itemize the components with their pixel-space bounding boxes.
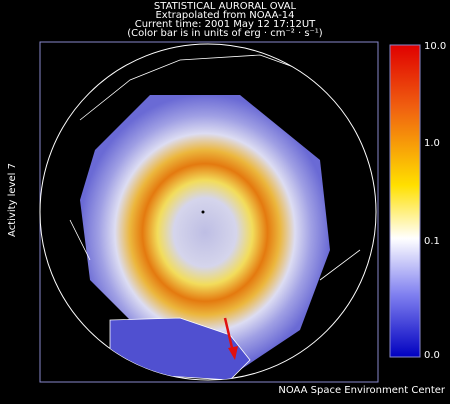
pole [201,210,205,214]
map-content [69,54,361,380]
units: (Color bar is in units of erg · cm⁻² · s… [127,28,323,39]
color-bar [389,44,421,358]
colorbar-label: 1.0 [424,138,440,149]
colorbar-label: 0.1 [424,236,440,247]
title: STATISTICAL AURORAL OVAL [154,1,297,12]
colorbar-label: 10.0 [424,41,446,52]
side-label: Activity level 7 [7,163,18,237]
colorbar-label: 0.0 [424,350,440,361]
auroral-oval [80,95,330,370]
source: Extrapolated from NOAA-14 [155,10,294,21]
time: Current time: 2001 May 12 17:12UT [135,19,316,30]
arrow-head [228,346,238,360]
footer: NOAA Space Environment Center [278,385,446,396]
arrow [223,317,235,353]
